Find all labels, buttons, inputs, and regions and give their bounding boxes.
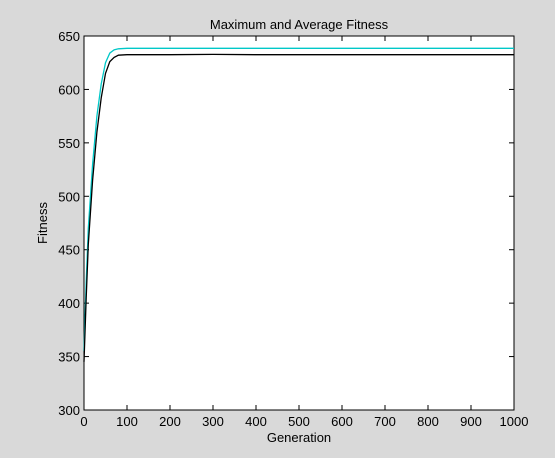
x-tick-label: 400	[245, 414, 267, 429]
x-tick-label: 500	[288, 414, 310, 429]
axis-ticks: 0 100 200 300 400 500 600 700 800 900 1000 300 350 40…	[58, 29, 528, 429]
x-tick-label: 1000	[500, 414, 529, 429]
y-tick-label: 450	[58, 243, 80, 258]
x-tick-label: 0	[80, 414, 87, 429]
x-tick-label: 800	[417, 414, 439, 429]
y-tick-label: 600	[58, 82, 80, 97]
x-tick-label: 200	[159, 414, 181, 429]
plot-area	[83, 35, 515, 411]
x-tick-label: 300	[202, 414, 224, 429]
x-axis-title: Generation	[267, 430, 331, 445]
y-tick-label: 350	[58, 350, 80, 365]
y-tick-label: 400	[58, 296, 80, 311]
y-tick-label: 550	[58, 136, 80, 151]
series-line-2	[83, 53, 514, 362]
chart-title: Maximum and Average Fitness	[210, 17, 389, 32]
y-axis-title: Fitness	[35, 202, 50, 244]
y-tick-label: 500	[58, 189, 80, 204]
x-tick-label: 700	[374, 414, 396, 429]
series-line-1	[83, 47, 514, 352]
x-tick-label: 600	[331, 414, 353, 429]
x-tick-label: 100	[116, 414, 138, 429]
x-tick-label: 900	[460, 414, 482, 429]
y-tick-label: 650	[58, 29, 80, 44]
series-layer	[83, 47, 514, 362]
y-tick-label: 300	[58, 403, 80, 418]
